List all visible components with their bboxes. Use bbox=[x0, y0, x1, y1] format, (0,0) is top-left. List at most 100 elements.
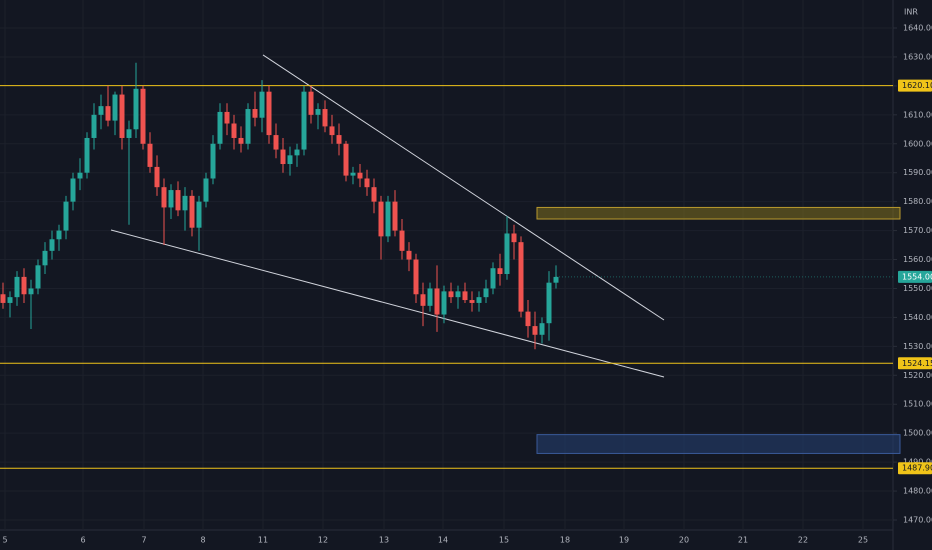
candle-body bbox=[161, 187, 167, 208]
last-price-label: 1554.00 bbox=[902, 272, 932, 281]
candle-body bbox=[182, 195, 188, 211]
x-tick-label: 11 bbox=[258, 536, 268, 545]
candle-body bbox=[469, 300, 475, 303]
y-tick-label: 1480.00 bbox=[903, 487, 932, 496]
x-tick-label: 15 bbox=[499, 536, 509, 545]
y-tick-label: 1510.00 bbox=[903, 400, 932, 409]
x-tick-label: 12 bbox=[318, 536, 328, 545]
candle-body bbox=[518, 242, 524, 312]
candle-body bbox=[42, 250, 48, 266]
y-tick-label: 1470.00 bbox=[903, 515, 932, 524]
candle-body bbox=[49, 239, 55, 251]
candle-body bbox=[105, 106, 111, 121]
candle-body bbox=[378, 201, 384, 237]
y-tick-label: 1640.00 bbox=[903, 24, 932, 33]
trendline bbox=[262, 54, 665, 321]
level-label-box bbox=[898, 79, 932, 92]
x-tick-label: 19 bbox=[619, 536, 629, 545]
y-tick-label: 1520.00 bbox=[903, 371, 932, 380]
candle-body bbox=[28, 288, 34, 295]
candle-body bbox=[35, 265, 41, 289]
candle-body bbox=[448, 291, 454, 298]
candle-body bbox=[21, 276, 27, 295]
candle-body bbox=[504, 233, 510, 275]
candle-body bbox=[420, 294, 426, 306]
candle-body bbox=[371, 187, 377, 202]
candle-body bbox=[364, 178, 370, 188]
candle-body bbox=[238, 137, 244, 144]
candle-body bbox=[168, 190, 174, 208]
candle-body bbox=[245, 109, 251, 144]
candle-body bbox=[147, 143, 153, 167]
candle-body bbox=[231, 123, 237, 138]
candle-body bbox=[112, 94, 118, 121]
candle-body bbox=[56, 230, 62, 240]
candle-body bbox=[497, 268, 503, 275]
candle-body bbox=[357, 172, 363, 179]
y-tick-label: 1630.00 bbox=[903, 52, 932, 61]
candle-body bbox=[406, 250, 412, 260]
candle-body bbox=[315, 109, 321, 115]
trendline bbox=[110, 229, 665, 378]
candle-body bbox=[252, 109, 258, 118]
candle-body bbox=[483, 288, 489, 298]
level-label: 1620.10 bbox=[902, 81, 932, 90]
zone bbox=[536, 206, 901, 220]
y-tick-label: 1490.00 bbox=[903, 458, 932, 467]
y-tick-label: 1540.00 bbox=[903, 313, 932, 322]
candle-body bbox=[196, 201, 202, 228]
y-tick-label: 1500.00 bbox=[903, 429, 932, 438]
last-price-box bbox=[898, 270, 932, 283]
y-tick-label: 1570.00 bbox=[903, 226, 932, 235]
candle-body bbox=[455, 291, 461, 298]
candle-body bbox=[273, 135, 279, 150]
x-tick-label: 25 bbox=[858, 536, 868, 545]
y-tick-label: 1580.00 bbox=[903, 197, 932, 206]
candle-body bbox=[0, 294, 6, 303]
candle-body bbox=[224, 111, 230, 124]
candle-body bbox=[350, 172, 356, 176]
y-tick-label: 1560.00 bbox=[903, 255, 932, 264]
candle-body bbox=[133, 88, 139, 130]
candle-body bbox=[532, 326, 538, 335]
candle-body bbox=[154, 166, 160, 188]
candle-body bbox=[210, 143, 216, 179]
candle-body bbox=[70, 178, 76, 202]
candle-body bbox=[392, 201, 398, 231]
candle-body bbox=[476, 297, 482, 303]
x-tick-label: 21 bbox=[738, 536, 748, 545]
candle-body bbox=[175, 190, 181, 211]
candle-body bbox=[441, 291, 447, 315]
candle-body bbox=[91, 114, 97, 138]
x-tick-label: 18 bbox=[560, 536, 570, 545]
candle-body bbox=[462, 291, 468, 301]
currency-label: INR bbox=[904, 8, 918, 17]
y-tick-label: 1610.00 bbox=[903, 110, 932, 119]
candle-body bbox=[434, 288, 440, 315]
y-tick-label: 1530.00 bbox=[903, 342, 932, 351]
candle-body bbox=[119, 94, 125, 138]
candle-body bbox=[259, 91, 265, 118]
candle-body bbox=[539, 323, 545, 335]
candle-body bbox=[322, 109, 328, 127]
candle-body bbox=[413, 259, 419, 295]
candle-body bbox=[294, 149, 300, 156]
candle-body bbox=[7, 297, 13, 303]
x-tick-label: 8 bbox=[200, 536, 205, 545]
x-tick-label: 13 bbox=[379, 536, 389, 545]
y-tick-label: 1550.00 bbox=[903, 284, 932, 293]
candle-body bbox=[77, 172, 83, 179]
level-label: 1524.15 bbox=[902, 359, 932, 368]
candle-body bbox=[308, 91, 314, 115]
x-tick-label: 14 bbox=[438, 536, 448, 545]
candle-body bbox=[553, 276, 559, 283]
candle-body bbox=[203, 178, 209, 202]
level-label-box bbox=[898, 357, 932, 370]
candle-body bbox=[329, 126, 335, 136]
candle-body bbox=[280, 149, 286, 165]
candle-body bbox=[399, 230, 405, 251]
y-tick-label: 1600.00 bbox=[903, 139, 932, 148]
candle-body bbox=[287, 155, 293, 165]
